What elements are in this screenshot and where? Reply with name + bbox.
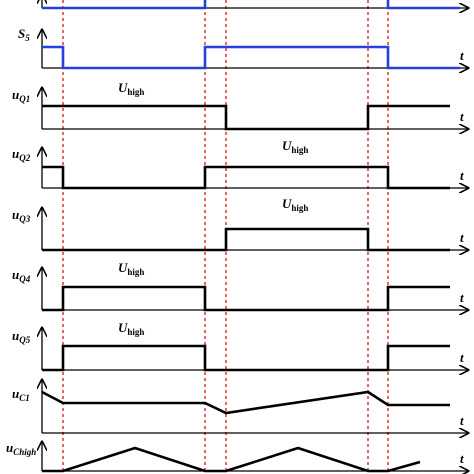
annotation-main: U [282, 196, 292, 211]
row-label: uQ3 [12, 207, 31, 224]
row-label: uQ1 [12, 87, 30, 104]
label-sub: Q4 [19, 274, 30, 284]
level-annotation: Uhigh [282, 138, 308, 155]
waveform [42, 344, 450, 372]
label-main: u [6, 440, 13, 455]
label-sub: Q3 [19, 214, 30, 224]
annotation-sub: high [127, 87, 144, 97]
label-main: u [12, 146, 19, 161]
level-annotation: Uhigh [282, 196, 308, 213]
waveform [42, 0, 460, 10]
axis-label: t [460, 168, 464, 183]
label-main: u [12, 328, 19, 343]
label-sub: 5 [25, 33, 30, 43]
label-main: u [12, 386, 19, 401]
label-main: u [12, 267, 19, 282]
label-sub: C1 [19, 393, 30, 403]
label-main: S [18, 26, 25, 41]
row-label: uQ5 [12, 328, 31, 345]
level-annotation: Uhigh [118, 320, 144, 337]
axis-label: t [460, 290, 464, 305]
waveform [41, 390, 450, 415]
waveform [42, 104, 450, 131]
axis-label: t [460, 451, 464, 466]
axis-label: t [460, 109, 464, 124]
label-sub: Q1 [19, 94, 30, 104]
annotation-sub: high [291, 145, 308, 155]
label-main: u [12, 87, 19, 102]
axis-label: t [460, 350, 464, 365]
annotation-main: U [282, 138, 292, 153]
annotation-sub: high [127, 327, 144, 337]
row-label: S5 [18, 26, 30, 43]
label-sub: Q2 [19, 153, 30, 163]
waveform [42, 285, 450, 312]
annotation-main: U [118, 80, 128, 95]
row-label: uChigh [6, 440, 36, 457]
annotation-main: U [118, 320, 128, 335]
row-label: uQ4 [12, 267, 31, 284]
row-label: uQ2 [12, 146, 31, 163]
waveform [42, 446, 421, 473]
waveform [42, 227, 450, 252]
label-sub: Chigh [13, 447, 36, 457]
axis-label: t [460, 230, 464, 245]
annotation-sub: high [291, 203, 308, 213]
level-annotation: Uhigh [118, 80, 144, 97]
axis-label: t [460, 413, 464, 428]
level-annotation: Uhigh [118, 260, 144, 277]
row-label: uC1 [12, 386, 30, 403]
axis-label: t [460, 0, 464, 3]
annotation-main: U [118, 260, 128, 275]
label-main: u [12, 207, 19, 222]
waveform [42, 165, 450, 190]
label-sub: Q5 [19, 335, 30, 345]
annotation-sub: high [127, 267, 144, 277]
axis-label: t [460, 48, 464, 63]
waveform [42, 45, 460, 70]
